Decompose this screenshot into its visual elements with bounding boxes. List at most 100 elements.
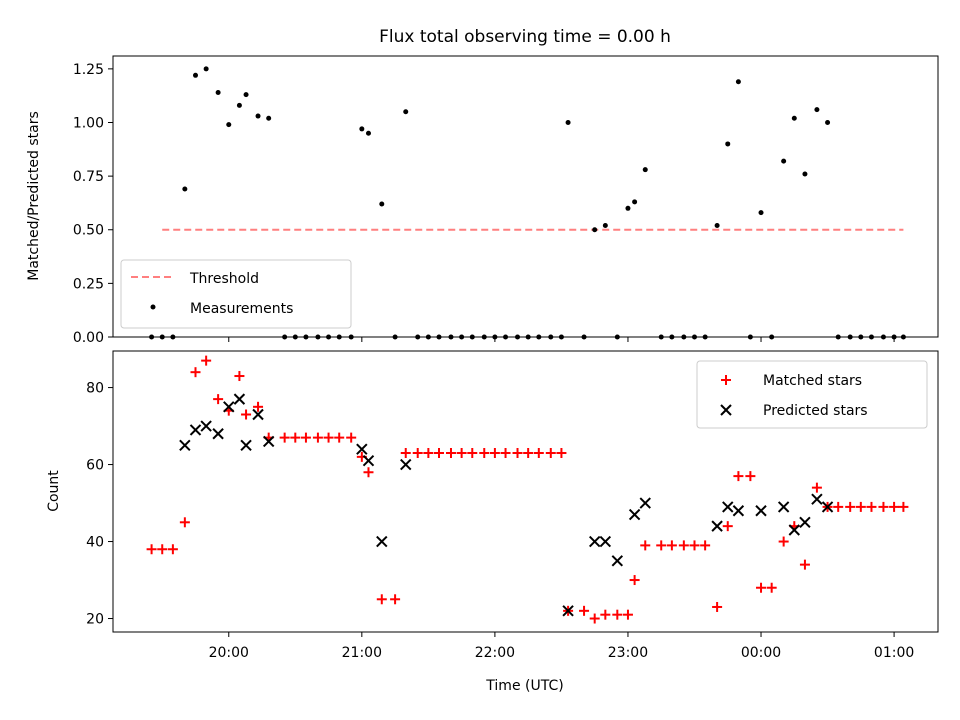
matched-point — [766, 582, 777, 593]
matched-point — [363, 467, 374, 478]
measurement-point — [481, 334, 487, 340]
predicted-point-b — [189, 424, 202, 436]
matched-point — [390, 594, 401, 605]
matched-point — [898, 501, 909, 512]
predicted-point-b — [240, 439, 252, 452]
measurement-point — [847, 334, 853, 340]
ratio-y-tick-label: 0.25 — [73, 276, 104, 292]
predicted-point — [639, 497, 651, 509]
measurement-point — [525, 334, 531, 340]
predicted-point — [628, 508, 641, 521]
predicted-point-b — [400, 458, 412, 471]
counts-x-tick-label: 20:00 — [209, 645, 249, 661]
counts-y-tick-label: 60 — [86, 458, 104, 474]
predicted-point-b — [599, 535, 612, 548]
counts-y-tick-label: 40 — [86, 535, 104, 551]
matched-point — [300, 432, 311, 443]
measurement-point — [459, 334, 465, 340]
ratio-legend: Threshold Measurements — [120, 259, 352, 329]
measurement-point — [702, 334, 708, 340]
matched-point — [234, 371, 245, 382]
measurement-point — [415, 334, 421, 340]
legend-predicted-label: Predicted stars — [763, 403, 868, 419]
predicted-point-b — [611, 555, 624, 567]
measurement-point — [336, 334, 342, 340]
matched-point — [479, 448, 490, 459]
predicted-point — [356, 443, 368, 455]
matched-point — [845, 501, 856, 512]
predicted-point-b — [200, 420, 212, 432]
predicted-point — [777, 501, 790, 513]
legend-matched-glyph — [721, 375, 731, 385]
matched-point — [190, 367, 201, 378]
measurement-point — [625, 205, 631, 211]
measurement-point — [292, 334, 298, 340]
predicted-point-b — [252, 408, 264, 421]
predicted-point — [611, 555, 624, 567]
measurement-point — [379, 201, 385, 207]
measurement-point — [614, 334, 620, 340]
matched-point — [712, 601, 723, 612]
measurement-point — [149, 334, 155, 340]
predicted-point-b — [562, 605, 574, 617]
predicted-point — [821, 501, 834, 513]
matched-point — [700, 540, 711, 551]
measurement-point — [392, 334, 398, 340]
ratio-y-tick-label: 1.25 — [73, 62, 104, 78]
matched-point — [434, 448, 445, 459]
measurement-point — [725, 141, 731, 147]
ratio-y-axis: 0.00 0.25 0.50 0.75 1.00 1.25 — [73, 62, 113, 346]
measurement-point — [548, 334, 554, 340]
measurement-point — [348, 334, 354, 340]
ratio-y-tick-label: 0.00 — [73, 330, 104, 346]
predicted-point — [223, 401, 235, 413]
predicted-point-b — [262, 435, 275, 448]
legend-matched-label: Matched stars — [763, 373, 862, 389]
ratio-y-tick-label: 1.00 — [73, 115, 104, 131]
ratio-plot-frame — [112, 55, 939, 338]
measurement-point — [825, 119, 831, 125]
predicted-point-b — [588, 535, 601, 548]
measurement-point — [802, 171, 808, 177]
measurement-point — [891, 334, 897, 340]
matched-point — [545, 448, 556, 459]
matched-point — [722, 521, 733, 532]
predicted-point-b — [376, 535, 388, 548]
matched-point — [445, 448, 456, 459]
predicted-point — [200, 420, 212, 432]
predicted-point — [362, 454, 375, 467]
measurement-point — [814, 107, 820, 113]
ratio-y-tick-label: 0.75 — [73, 169, 104, 185]
predicted-point — [376, 535, 388, 548]
predicted-point-b — [179, 439, 191, 452]
legend-matched-marker — [721, 375, 731, 385]
matched-point — [629, 575, 640, 586]
measurement-point — [691, 334, 697, 340]
measurement-point — [602, 222, 608, 228]
matched-point — [157, 544, 168, 555]
predicted-point — [189, 424, 202, 436]
predicted-point-b — [233, 393, 246, 405]
predicted-point — [811, 493, 823, 505]
measurement-point — [880, 334, 886, 340]
matched-point — [312, 432, 323, 443]
measurement-point — [492, 334, 498, 340]
measurement-point — [642, 167, 648, 173]
matched-point — [323, 432, 334, 443]
legend-threshold-label: Threshold — [189, 271, 259, 287]
predicted-point — [588, 535, 601, 548]
measurement-point — [236, 102, 242, 108]
legend-predicted-glyph — [720, 404, 732, 416]
legend-predicted-glyph-b — [720, 404, 732, 416]
predicted-point-b — [356, 443, 368, 455]
measurement-point — [769, 334, 775, 340]
measurement-point — [835, 334, 841, 340]
matched-point — [855, 501, 866, 512]
matched-point — [500, 448, 511, 459]
predicted-point — [562, 605, 574, 617]
matched-point — [640, 540, 651, 551]
predicted-point-b — [788, 524, 800, 536]
chart-title: Flux total observing time = 0.00 h — [379, 27, 671, 47]
measurement-point — [781, 158, 787, 164]
